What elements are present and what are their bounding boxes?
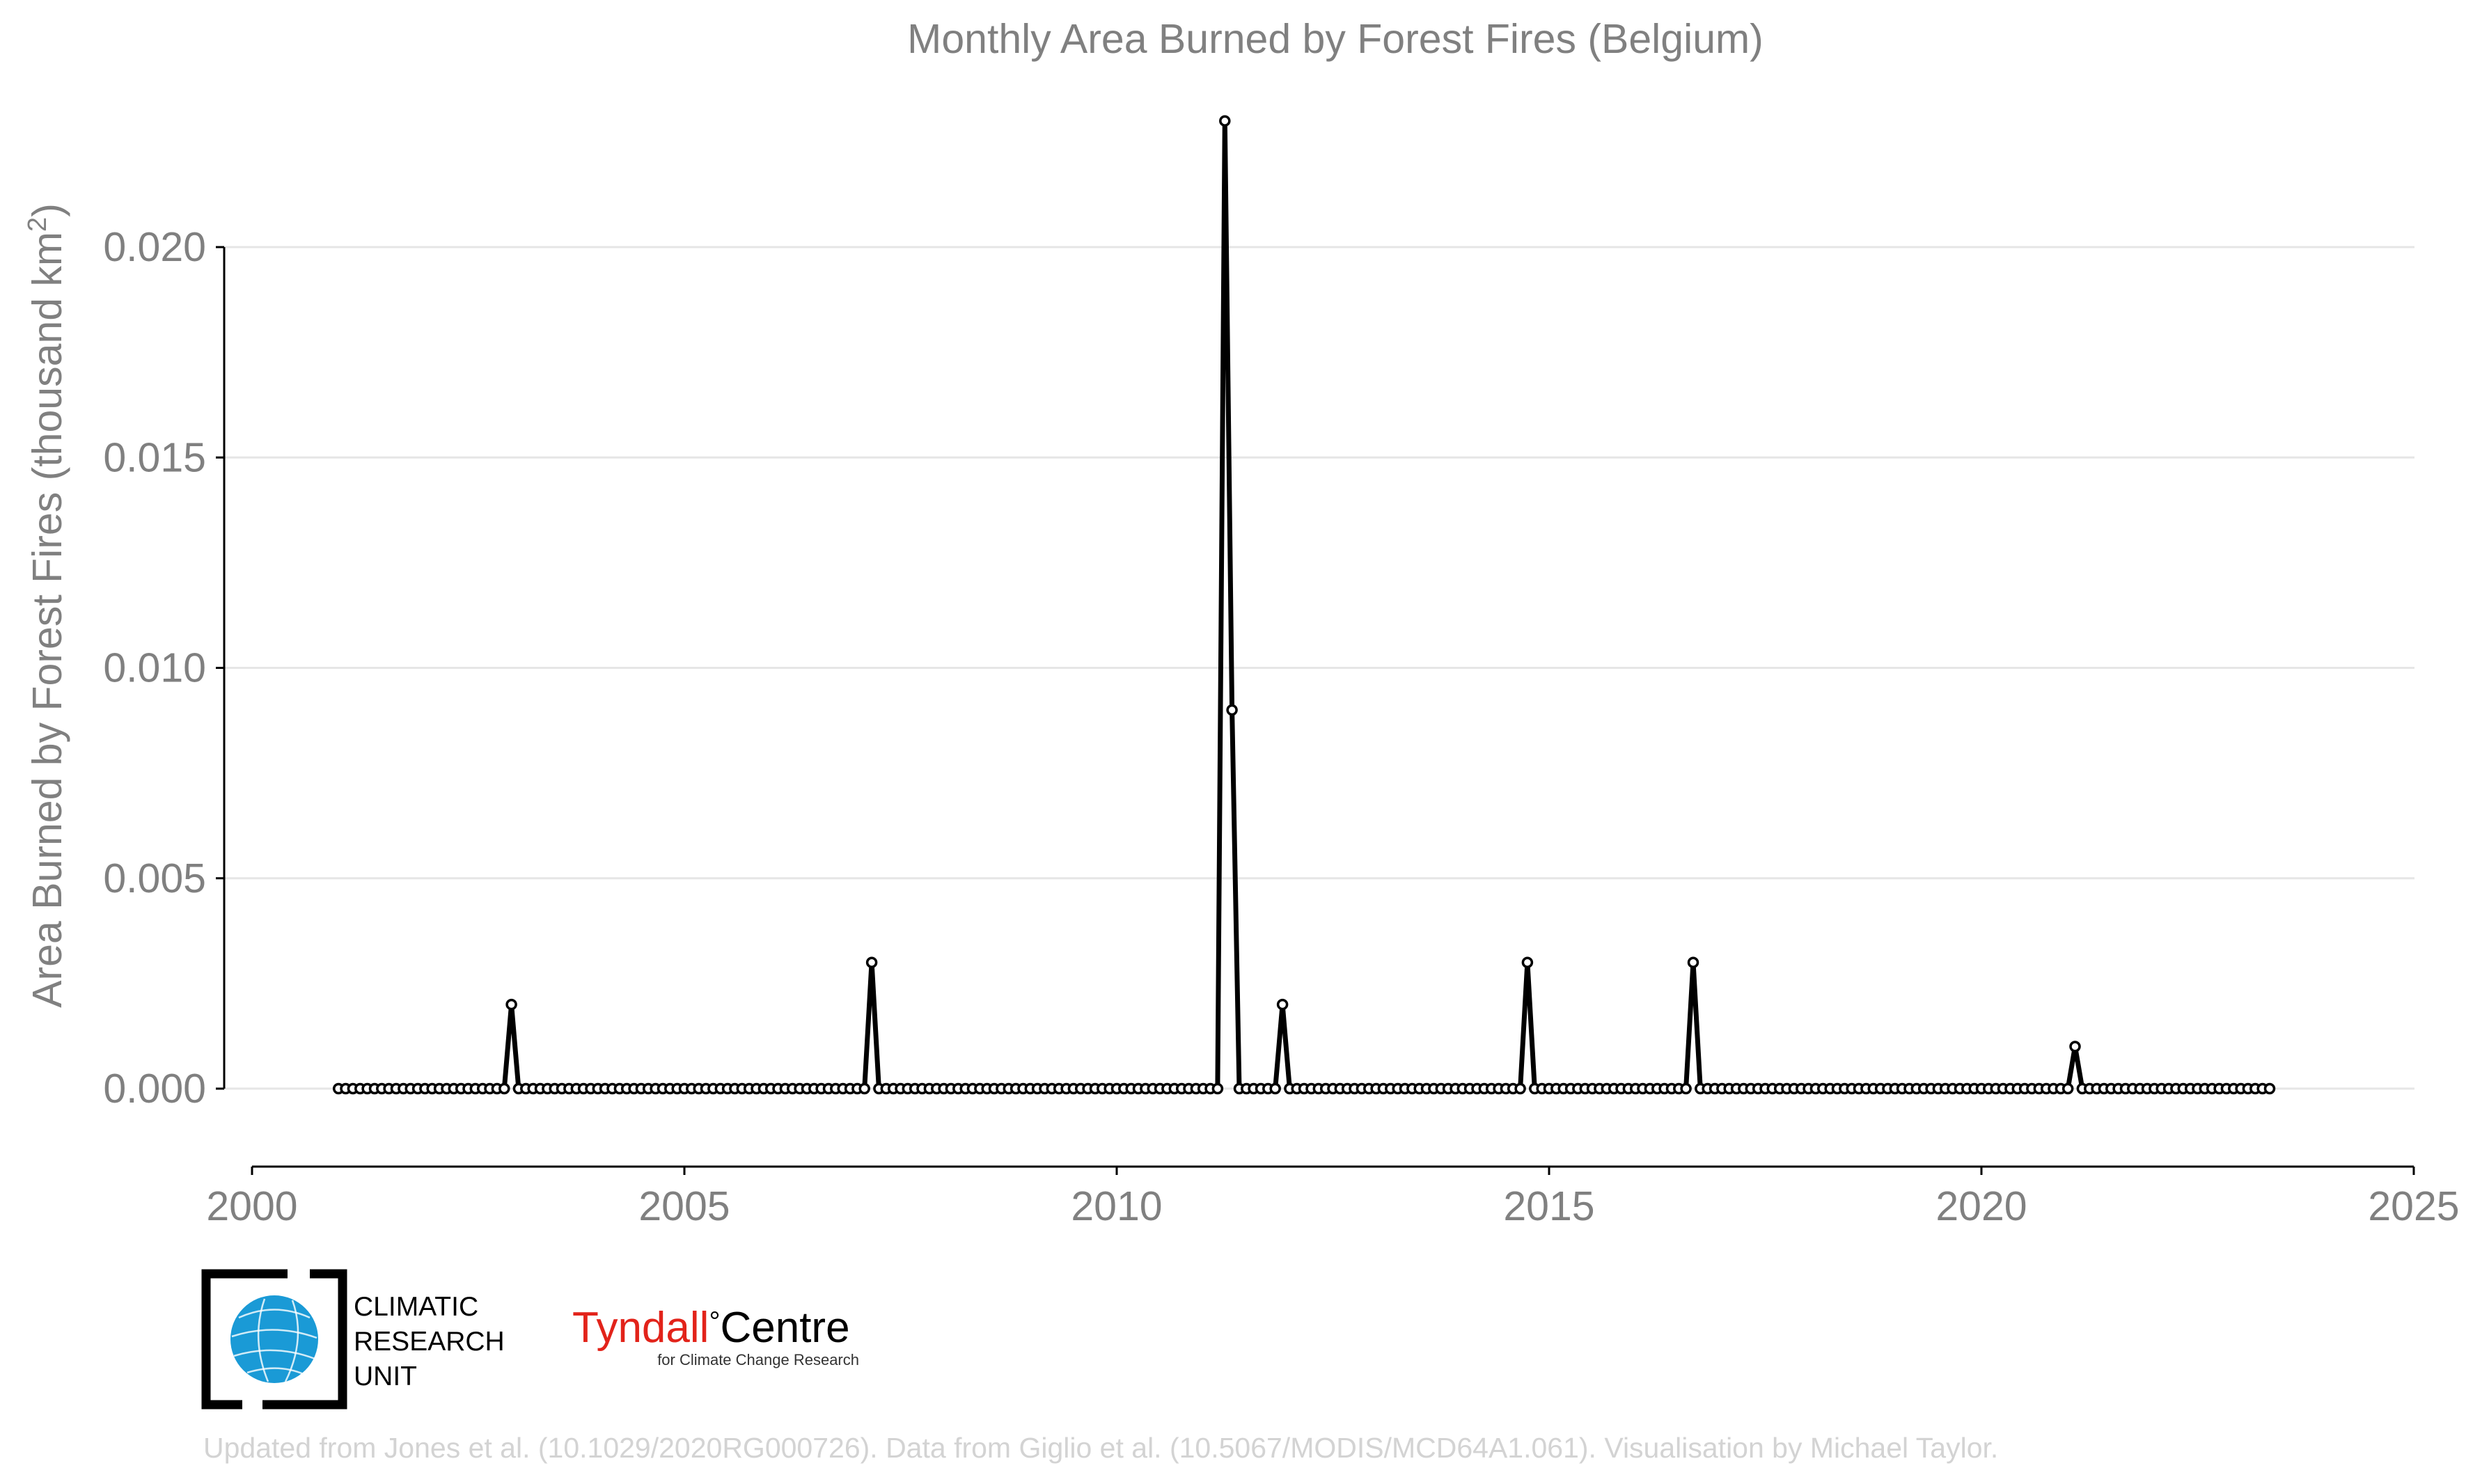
y-axis-label-sup: 2 bbox=[23, 217, 52, 232]
x-tick-label-2: 2010 bbox=[1071, 1183, 1162, 1229]
data-point-2011-11 bbox=[1269, 1082, 1281, 1095]
y-axis-label: Area Burned by Forest Fires (thousand km… bbox=[23, 203, 70, 1008]
grid-lines bbox=[224, 246, 2414, 1090]
x-tick-label-5: 2025 bbox=[2368, 1183, 2459, 1229]
cru-logo: CLIMATIC RESEARCH UNIT bbox=[201, 1269, 505, 1410]
x-tick-label-4: 2020 bbox=[1935, 1183, 2027, 1229]
cru-frame-icon bbox=[201, 1269, 347, 1410]
data-point-2007-02 bbox=[858, 1082, 870, 1095]
cru-globe-icon bbox=[230, 1295, 318, 1383]
tyndall-subtitle: for Climate Change Research bbox=[657, 1351, 859, 1368]
chart-title: Monthly Area Burned by Forest Fires (Bel… bbox=[907, 16, 1764, 62]
x-tick-label-0: 2000 bbox=[206, 1183, 297, 1229]
data-point-2011-04 bbox=[1219, 115, 1231, 127]
cru-text-line3: UNIT bbox=[354, 1361, 417, 1391]
cru-text-line2: RESEARCH bbox=[354, 1327, 505, 1357]
data-point-2014-09 bbox=[1514, 1082, 1526, 1095]
tyndall-word-centre: Centre bbox=[720, 1304, 849, 1352]
data-point-2011-12 bbox=[1276, 998, 1289, 1011]
cru-text-line1: CLIMATIC bbox=[354, 1292, 478, 1322]
data-point-2014-10 bbox=[1521, 956, 1534, 968]
y-tick-label-3: 0.015 bbox=[103, 434, 206, 480]
y-tick-labels: 0.000 0.005 0.010 0.015 0.020 bbox=[103, 224, 206, 1112]
data-point-2016-09 bbox=[1687, 956, 1699, 968]
data-point-2021-01 bbox=[2061, 1082, 2074, 1095]
y-tick-label-0: 0.000 bbox=[103, 1066, 206, 1112]
x-tick-label-1: 2005 bbox=[638, 1183, 730, 1229]
series-area-burned bbox=[332, 115, 2276, 1095]
tyndall-word-tyndall: Tyndall bbox=[572, 1304, 709, 1352]
y-tick-label-2: 0.010 bbox=[103, 645, 206, 691]
data-point-2002-12 bbox=[498, 1082, 510, 1095]
axes bbox=[216, 246, 2415, 1175]
data-point-2007-03 bbox=[865, 956, 878, 968]
tyndall-degree: ° bbox=[709, 1307, 720, 1337]
data-point-2011-05 bbox=[1226, 704, 1238, 716]
data-point-2023-05 bbox=[2263, 1082, 2276, 1095]
data-point-2003-01 bbox=[505, 998, 517, 1011]
data-point-2016-08 bbox=[1680, 1082, 1692, 1095]
data-point-2011-03 bbox=[1211, 1082, 1224, 1095]
y-tick-label-1: 0.005 bbox=[103, 855, 206, 901]
y-tick-label-4: 0.020 bbox=[103, 224, 206, 270]
x-tick-labels: 2000 2005 2010 2015 2020 2025 bbox=[206, 1183, 2459, 1229]
tyndall-wordmark: Tyndall°Centre bbox=[572, 1304, 850, 1352]
data-point-2021-02 bbox=[2069, 1041, 2081, 1052]
x-tick-label-3: 2015 bbox=[1503, 1183, 1594, 1229]
tyndall-logo: Tyndall°Centre for Climate Change Resear… bbox=[572, 1304, 859, 1368]
y-axis-label-end: ) bbox=[24, 203, 70, 217]
y-axis-label-main: Area Burned by Forest Fires (thousand km bbox=[24, 232, 70, 1008]
series-line bbox=[338, 118, 2270, 1091]
footer-credit: Updated from Jones et al. (10.1029/2020R… bbox=[203, 1432, 1998, 1464]
